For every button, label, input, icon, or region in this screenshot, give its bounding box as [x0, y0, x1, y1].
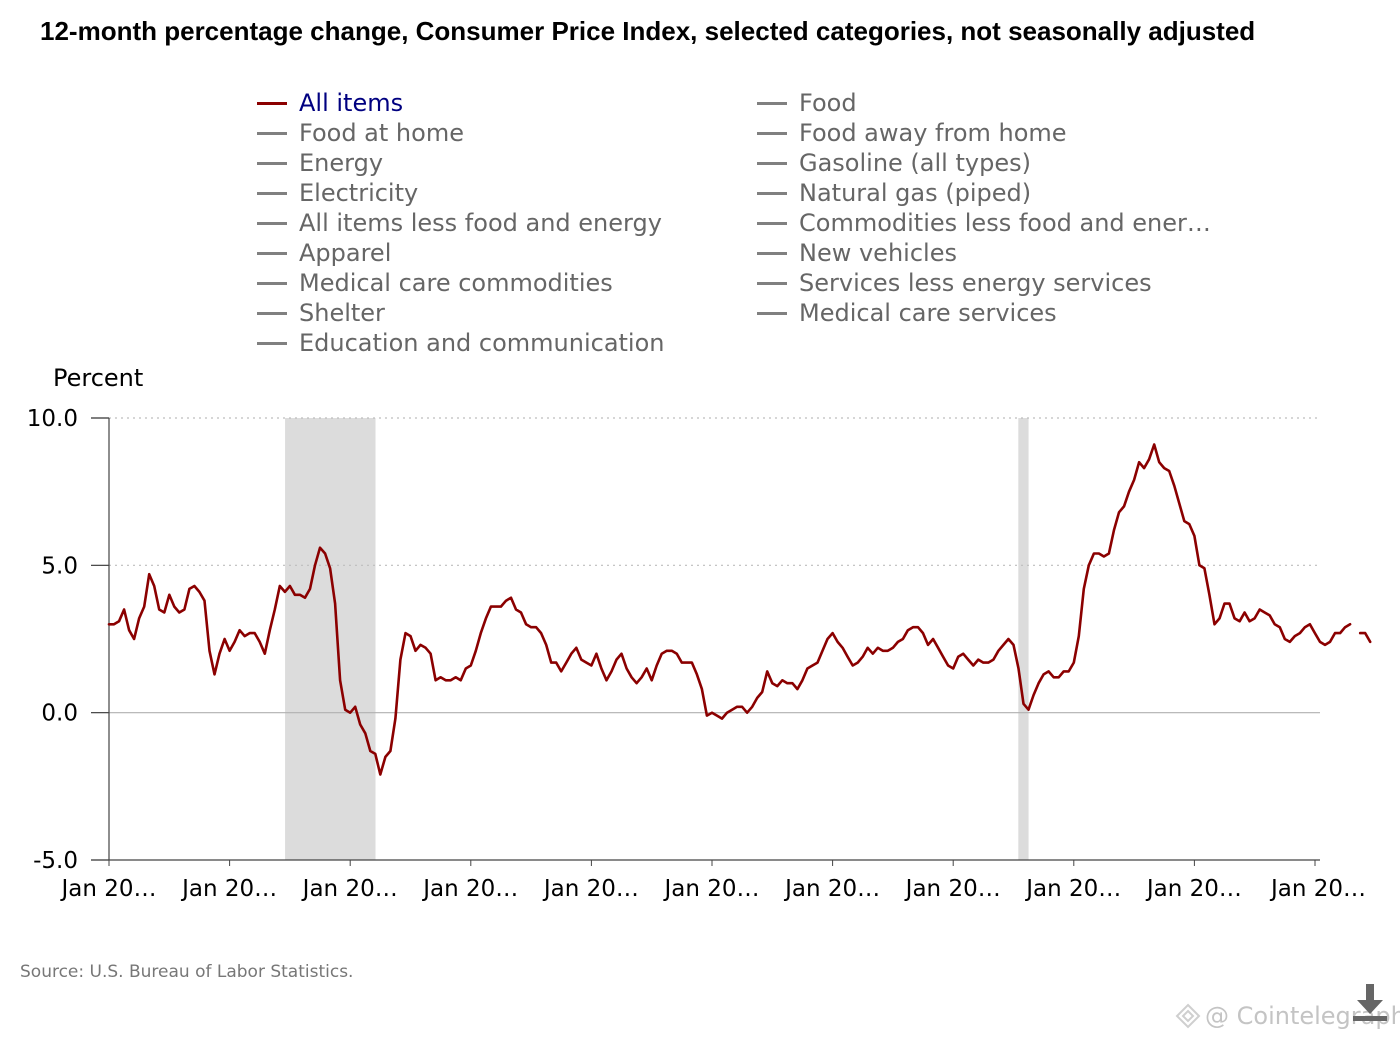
- legend-item-gasoline-all-types[interactable]: Gasoline (all types): [757, 148, 1031, 178]
- x-tick-label: Jan 20…: [421, 876, 518, 902]
- x-tick-label: Jan 20…: [783, 876, 880, 902]
- x-tick-label: Jan 20…: [542, 876, 639, 902]
- chart-legend: All items Food at home Energy Electricity Al…: [0, 0, 1400, 360]
- download-icon: [1353, 984, 1387, 1021]
- legend-swatch: [757, 251, 787, 255]
- legend-label: Commodities less food and ener…: [799, 209, 1211, 237]
- legend-swatch: [757, 101, 787, 105]
- legend-swatch: [257, 191, 287, 195]
- legend-label: Food at home: [299, 119, 464, 147]
- x-tick-label: Jan 20…: [180, 876, 277, 902]
- legend-item-natural-gas-piped[interactable]: Natural gas (piped): [757, 178, 1031, 208]
- y-tick-label: 10.0: [27, 406, 78, 432]
- y-axis-label: Percent: [53, 364, 144, 392]
- x-tick-label: Jan 20…: [662, 876, 759, 902]
- legend-item-commodities-less-food-and-ener[interactable]: Commodities less food and ener…: [757, 208, 1211, 238]
- legend-swatch: [257, 281, 287, 285]
- line-chart: -5.0 0.0 5.0 10.0 Jan 20… Jan 20… Jan 20… Jan 2…: [27, 406, 1372, 902]
- legend-item-medical-care-commodities[interactable]: Medical care commodities: [257, 268, 613, 298]
- legend-label: Education and communication: [299, 329, 665, 357]
- legend-item-apparel[interactable]: Apparel: [257, 238, 391, 268]
- legend-label: Energy: [299, 149, 384, 177]
- y-tick-label: 0.0: [41, 701, 78, 727]
- legend-item-food-away-from-home[interactable]: Food away from home: [757, 118, 1067, 148]
- legend-swatch: [757, 311, 787, 315]
- legend-item-electricity[interactable]: Electricity: [257, 178, 418, 208]
- legend-item-education-and-communication[interactable]: Education and communication: [257, 328, 665, 358]
- legend-item-shelter[interactable]: Shelter: [257, 298, 385, 328]
- chart-title: 12-month percentage change, Consumer Pri…: [40, 16, 1256, 46]
- legend-label: Natural gas (piped): [799, 179, 1032, 207]
- y-tick-label: 5.0: [41, 553, 78, 579]
- y-tick-label: -5.0: [33, 848, 78, 874]
- recession-band: [1018, 418, 1029, 860]
- legend-swatch: [757, 131, 787, 135]
- legend-swatch: [757, 221, 787, 225]
- legend-item-food-at-home[interactable]: Food at home: [257, 118, 464, 148]
- legend-swatch: [257, 251, 287, 255]
- recession-band: [285, 418, 376, 860]
- legend-label: Apparel: [299, 239, 392, 267]
- legend-item-all-items[interactable]: All items: [257, 88, 403, 118]
- x-tick-label: Jan 20…: [59, 876, 156, 902]
- legend-item-food[interactable]: Food: [757, 88, 857, 118]
- legend-item-medical-care-services[interactable]: Medical care services: [757, 298, 1057, 328]
- x-tick-label: Jan 20…: [1269, 876, 1366, 902]
- x-tick-label: Jan 20…: [904, 876, 1001, 902]
- legend-label: Food: [799, 89, 857, 117]
- legend-label: Medical care services: [799, 299, 1057, 327]
- legend-item-services-less-energy-services[interactable]: Services less energy services: [757, 268, 1152, 298]
- legend-label: Electricity: [299, 179, 419, 207]
- legend-label: All items: [299, 89, 404, 117]
- x-tick-label: Jan 20…: [301, 876, 398, 902]
- legend-swatch: [257, 341, 287, 345]
- x-tick-label: Jan 20…: [1024, 876, 1121, 902]
- legend-item-all-items-less-food-and-energy[interactable]: All items less food and energy: [257, 208, 662, 238]
- legend-swatch: [257, 221, 287, 225]
- x-tick-label: Jan 20…: [1145, 876, 1242, 902]
- legend-label: Food away from home: [799, 119, 1067, 147]
- legend-label: All items less food and energy: [299, 209, 662, 237]
- legend-swatch: [257, 131, 287, 135]
- legend-label: Services less energy services: [799, 269, 1152, 297]
- source-note: Source: U.S. Bureau of Labor Statistics.: [20, 962, 354, 982]
- legend-label: Gasoline (all types): [799, 149, 1031, 177]
- legend-item-new-vehicles[interactable]: New vehicles: [757, 238, 957, 268]
- legend-swatch: [257, 101, 287, 105]
- legend-label: Shelter: [299, 299, 385, 327]
- legend-item-energy[interactable]: Energy: [257, 148, 383, 178]
- legend-label: New vehicles: [799, 239, 957, 267]
- legend-swatch: [757, 281, 787, 285]
- cointelegraph-logo-icon: [1175, 1003, 1201, 1029]
- legend-swatch: [757, 161, 787, 165]
- series-line-all-items: [107, 443, 1372, 776]
- legend-swatch: [757, 191, 787, 195]
- legend-label: Medical care commodities: [299, 269, 613, 297]
- download-button[interactable]: [1349, 982, 1391, 1024]
- legend-swatch: [257, 311, 287, 315]
- legend-swatch: [257, 161, 287, 165]
